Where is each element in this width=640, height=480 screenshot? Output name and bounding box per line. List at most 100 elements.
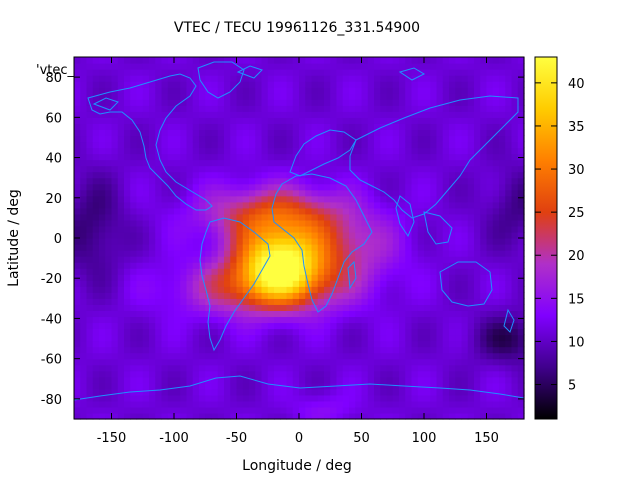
heatmap-cell: [186, 165, 194, 173]
heatmap-cell: [324, 147, 331, 155]
heatmap-cell: [224, 262, 231, 269]
heatmap-cell: [186, 328, 194, 336]
heatmap-cell: [299, 370, 306, 378]
heatmap-cell: [474, 219, 481, 227]
heatmap-cell: [261, 87, 269, 94]
heatmap-cell: [442, 105, 450, 112]
heatmap-cell: [105, 63, 113, 70]
heatmap-cell: [174, 177, 181, 185]
heatmap-cell: [499, 316, 506, 324]
heatmap-cell: [224, 63, 231, 70]
heatmap-cell: [211, 189, 219, 197]
heatmap-cell: [205, 87, 213, 94]
heatmap-cell: [455, 346, 463, 354]
heatmap-cell: [105, 376, 113, 384]
heatmap-cell: [399, 322, 406, 330]
heatmap-cell: [249, 177, 256, 185]
heatmap-cell: [455, 364, 463, 372]
heatmap-cell: [180, 99, 188, 106]
heatmap-cell: [299, 352, 306, 360]
heatmap-cell: [380, 225, 388, 233]
heatmap-cell: [442, 87, 450, 94]
heatmap-cell: [267, 183, 275, 191]
heatmap-cell: [242, 394, 250, 402]
heatmap-cell: [236, 394, 244, 402]
heatmap-cell: [492, 238, 500, 245]
heatmap-cell: [280, 117, 288, 124]
heatmap-cell: [380, 310, 388, 318]
heatmap-cell: [342, 406, 350, 414]
heatmap-cell: [324, 123, 331, 130]
heatmap-cell: [74, 382, 81, 390]
heatmap-cell: [480, 201, 488, 209]
heatmap-cell: [342, 213, 350, 221]
heatmap-cell: [236, 286, 244, 293]
heatmap-cell: [192, 244, 200, 251]
heatmap-cell: [242, 412, 250, 420]
heatmap-cell: [274, 153, 281, 161]
heatmap-cell: [486, 129, 494, 137]
heatmap-cell: [511, 286, 519, 293]
heatmap-cell: [430, 340, 438, 348]
heatmap-cell: [255, 219, 263, 227]
heatmap-cell: [467, 322, 475, 330]
heatmap-cell: [211, 274, 219, 281]
heatmap-cell: [167, 123, 175, 130]
heatmap-cell: [186, 195, 194, 203]
heatmap-cell: [249, 262, 256, 269]
heatmap-cell: [380, 207, 388, 215]
heatmap-cell: [186, 69, 194, 76]
heatmap-cell: [424, 274, 431, 281]
heatmap-cell: [124, 352, 131, 360]
heatmap-cell: [199, 219, 206, 227]
heatmap-cell: [317, 304, 325, 311]
heatmap-cell: [99, 105, 106, 112]
heatmap-cell: [442, 171, 450, 179]
heatmap-cell: [136, 406, 144, 414]
heatmap-cell: [442, 135, 450, 143]
heatmap-cell: [180, 352, 188, 360]
heatmap-cell: [142, 75, 150, 82]
heatmap-cell: [117, 346, 125, 354]
heatmap-cell: [486, 93, 494, 100]
heatmap-cell: [186, 400, 194, 408]
heatmap-cell: [474, 165, 481, 173]
heatmap-cell: [380, 400, 388, 408]
heatmap-cell: [474, 346, 481, 354]
heatmap-cell: [517, 183, 525, 191]
heatmap-cell: [211, 238, 219, 245]
heatmap-cell: [424, 358, 431, 366]
heatmap-cell: [199, 262, 206, 269]
heatmap-cell: [436, 111, 444, 118]
heatmap-cell: [92, 388, 100, 396]
heatmap-cell: [417, 213, 425, 221]
heatmap-cell: [230, 358, 238, 366]
heatmap-cell: [417, 123, 425, 130]
heatmap-cell: [499, 310, 506, 318]
heatmap-cell: [280, 135, 288, 143]
heatmap-cell: [317, 340, 325, 348]
heatmap-cell: [417, 159, 425, 167]
heatmap-cell: [255, 135, 263, 143]
heatmap-cell: [436, 153, 444, 161]
heatmap-cell: [249, 219, 256, 227]
heatmap-cell: [230, 286, 238, 293]
heatmap-cell: [436, 135, 444, 143]
heatmap-cell: [330, 406, 338, 414]
heatmap-cell: [149, 262, 156, 269]
heatmap-cell: [161, 213, 169, 221]
heatmap-cell: [130, 75, 138, 82]
heatmap-cell: [199, 141, 206, 149]
heatmap-cell: [511, 310, 519, 318]
heatmap-cell: [174, 201, 181, 209]
heatmap-cell: [136, 322, 144, 330]
heatmap-cell: [399, 75, 406, 82]
heatmap-cell: [217, 268, 225, 275]
heatmap-cell: [430, 117, 438, 124]
heatmap-cell: [130, 244, 138, 251]
heatmap-cell: [205, 153, 213, 161]
colorbar-tick-label: 20: [568, 249, 585, 264]
heatmap-cell: [261, 382, 269, 390]
heatmap-cell: [330, 81, 338, 88]
heatmap-cell: [161, 87, 169, 94]
